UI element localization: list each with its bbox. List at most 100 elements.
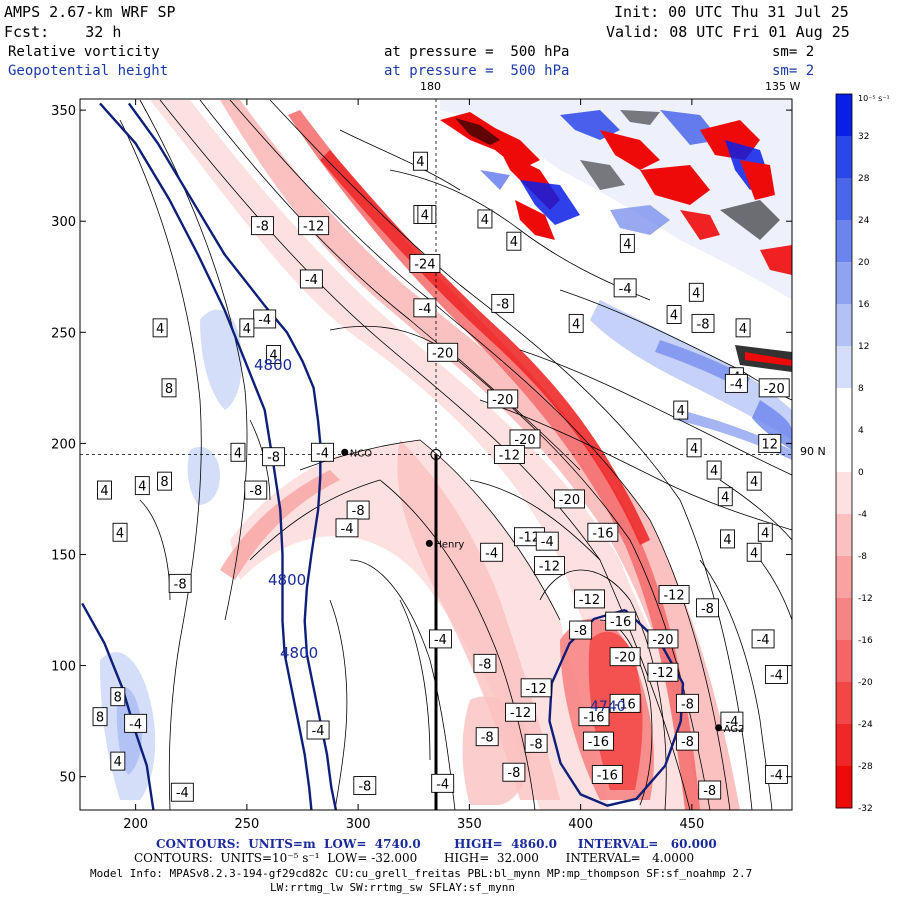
contour-label: -8 <box>250 216 274 236</box>
contour-label: -12 <box>298 216 330 236</box>
station-label: AG2 <box>724 724 745 735</box>
contour-label-box <box>413 298 437 318</box>
height-contour-4740 <box>548 608 685 807</box>
contour-label: -16 <box>587 522 619 542</box>
contour-label: -20 <box>487 389 519 409</box>
contour-label-value: 4 <box>739 322 747 337</box>
lon-135w-label: 135 W <box>765 80 800 93</box>
contour-label-value: 8 <box>165 382 173 397</box>
contour-label: 4 <box>746 471 762 491</box>
contour-label: -4 <box>720 711 744 731</box>
contour-label: -12 <box>505 702 536 722</box>
x-tick-label: 450 <box>679 817 704 832</box>
contour-label-box <box>480 542 504 562</box>
colorbar-tick-label: 8 <box>858 384 864 394</box>
contour-label: -16 <box>578 707 610 727</box>
contour-label-value: 8 <box>96 711 104 726</box>
contour-label: -8 <box>473 653 497 673</box>
contour-label-box <box>152 318 168 338</box>
contour-label-value: -16 <box>592 526 613 541</box>
contour-label-box <box>509 429 541 449</box>
x-tick-label: 350 <box>457 817 482 832</box>
contour-label: -4 <box>124 713 148 733</box>
contour-label-value: -4 <box>619 282 632 297</box>
contour-label-box <box>520 678 552 698</box>
contour-label-value: -4 <box>312 724 325 739</box>
field1-level: at pressure = 500 hPa <box>384 44 570 60</box>
contour-label-value: 4 <box>692 286 700 301</box>
contour-label-value: -12 <box>519 531 540 546</box>
colorbar-swatch <box>836 682 852 725</box>
contour-label-box <box>591 765 623 784</box>
contour-label: -4 <box>299 269 323 289</box>
contour-label-box <box>502 762 526 782</box>
contour-label: 4 <box>112 522 128 542</box>
contour-label-value: -8 <box>174 577 187 592</box>
plot-frame <box>79 98 793 811</box>
contour-label: 4 <box>152 318 168 338</box>
colorbar-tick-label: 24 <box>858 216 870 226</box>
contour-label-value: -20 <box>559 493 580 508</box>
contour-label: -20 <box>554 489 585 509</box>
contour-label: -20 <box>609 647 641 667</box>
contour-label-box <box>487 389 519 409</box>
colorbar-tick-label: 28 <box>858 174 870 184</box>
contour-label-box <box>475 727 499 747</box>
contour-label-value: 4 <box>243 322 251 337</box>
contour-label-box <box>412 151 428 171</box>
x-tick-label: 200 <box>123 817 148 832</box>
colorbar-tick-label: -28 <box>858 762 873 772</box>
contour-label: -4 <box>764 665 788 684</box>
contour-label: 4 <box>230 442 246 462</box>
contour-label: 4 <box>717 487 733 507</box>
contour-label-box <box>534 556 565 576</box>
contour-label: -4 <box>751 629 775 649</box>
contour-label-box <box>609 693 641 713</box>
contour-label-box <box>335 518 359 538</box>
contour-label-value: -4 <box>770 768 783 783</box>
colorbar-tick-label: -12 <box>858 594 873 604</box>
contour-label-value: 4 <box>750 546 758 561</box>
y-tick-label: 50 <box>59 771 76 786</box>
contour-label-value: -20 <box>615 651 636 666</box>
terrain-noise <box>440 110 792 372</box>
contour-label-value: -8 <box>496 297 509 312</box>
height-label: 4800 <box>254 356 292 374</box>
contour-label: -8 <box>475 727 499 747</box>
contour-label-value: -4 <box>258 313 271 328</box>
contour-label-box <box>569 620 593 640</box>
contour-label: -4 <box>170 782 194 802</box>
contour-label-box <box>605 611 637 631</box>
contour-label-box <box>751 629 775 649</box>
stations: NCO Henry AG2 <box>341 448 744 735</box>
colorbar-tick-label: -8 <box>858 552 867 562</box>
x-tick-label: 250 <box>234 817 259 832</box>
contour-label-value: 8 <box>114 691 122 706</box>
field2-smoothing: sm= 2 <box>772 63 815 79</box>
colorbar-swatch <box>836 388 852 431</box>
contour-label-value: 4 <box>114 755 122 770</box>
contour-label-value: 4 <box>623 237 631 252</box>
contour-label: 12 <box>758 433 782 453</box>
contour-label-box <box>250 216 274 236</box>
contour-label-box <box>568 313 584 333</box>
colorbar-frame <box>835 93 853 809</box>
height-contour-4740 <box>81 602 155 810</box>
colorbar-swatch <box>836 94 852 137</box>
station-label: Henry <box>434 539 464 550</box>
contour-label-box <box>244 480 268 500</box>
valid-time: Valid: 08 UTC Fri 01 Aug 25 <box>606 23 850 41</box>
contour-label-value: -12 <box>510 706 531 721</box>
contour-label-value: -8 <box>530 737 543 752</box>
contour-label-value: -8 <box>481 731 494 746</box>
contour-label-box <box>720 711 744 731</box>
contour-label-value: -8 <box>703 784 716 799</box>
contour-label: 8 <box>110 687 126 707</box>
contour-label: 4 <box>735 318 751 338</box>
colorbar-swatch <box>836 304 852 347</box>
field1-smoothing: sm= 2 <box>772 44 815 60</box>
colorbar-tick-label: 4 <box>858 426 864 436</box>
contour-label: -8 <box>696 598 719 618</box>
contour-label-value: -20 <box>514 433 535 448</box>
contour-label: 4 <box>568 313 584 333</box>
